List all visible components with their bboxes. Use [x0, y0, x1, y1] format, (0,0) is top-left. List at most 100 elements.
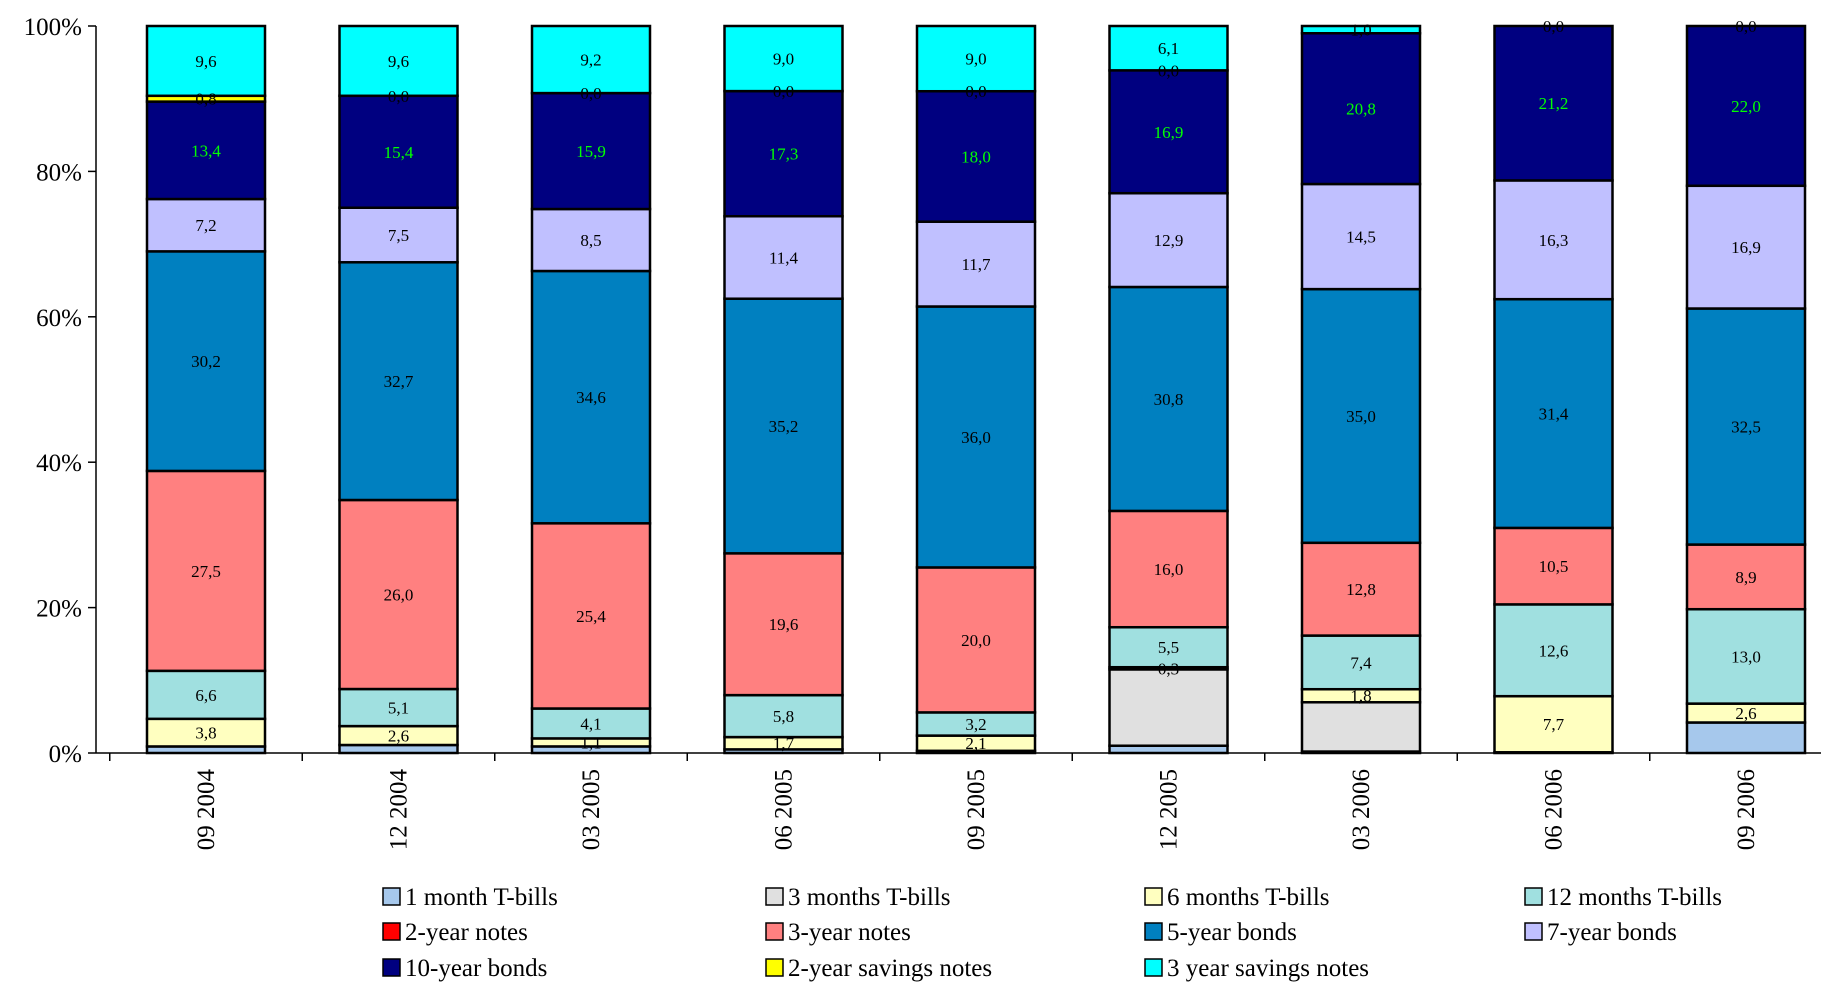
- data-label-7-year-bonds-12-2005: 12,9: [1154, 231, 1184, 250]
- data-label-5-year-bonds-03-2006: 35,0: [1346, 407, 1376, 426]
- legend-item-2-year-notes: 2-year notes: [382, 919, 528, 946]
- legend-item-7-year-bonds: 7-year bonds: [1524, 919, 1677, 946]
- data-label-12-months-t-bills-03-2005: 4,1: [580, 714, 601, 733]
- data-label-2-year-savings-notes-09-2004: 0,8: [195, 90, 216, 109]
- data-label-7-year-bonds-03-2006: 14,5: [1346, 228, 1376, 247]
- legend-label-2-year-savings-notes: 2-year savings notes: [788, 955, 992, 982]
- bar-segment-10-year-bonds-06-2006: [1493, 24, 1614, 182]
- data-label-10-year-bonds-09-2005: 18,0: [961, 147, 991, 166]
- bar-segment-3-year-savings-notes-09-2004: [145, 24, 267, 98]
- legend-swatch-1-month-t-bills: [382, 887, 401, 906]
- data-label-7-year-bonds-06-2006: 16,3: [1539, 231, 1569, 250]
- data-label-5-year-bonds-06-2006: 31,4: [1539, 405, 1569, 424]
- data-label-12-months-t-bills-12-2005: 5,5: [1158, 638, 1179, 657]
- bar-segment-7-year-bonds-06-2006: [1493, 179, 1614, 301]
- bar-segment-10-year-bonds-12-2004: [338, 94, 459, 209]
- bar-segment-5-year-bonds-09-2005: [915, 305, 1037, 569]
- data-label-3-year-notes-06-2006: 10,5: [1539, 557, 1569, 576]
- data-label-3-year-savings-notes-06-2006: 0,0: [1543, 17, 1564, 36]
- bar-segment-7-year-bonds-09-2006: [1685, 184, 1807, 310]
- data-label-6-months-t-bills-03-2006: 1,8: [1350, 687, 1371, 706]
- x-tick-label-12-2005: 12 2005: [1156, 769, 1183, 850]
- data-label-3-year-notes-06-2005: 19,6: [769, 615, 799, 634]
- data-label-7-year-bonds-09-2006: 16,9: [1731, 238, 1761, 257]
- data-label-3-year-notes-12-2005: 16,0: [1154, 560, 1184, 579]
- bar-segment-5-year-bonds-12-2005: [1108, 285, 1229, 513]
- bar-segment-10-year-bonds-09-2006: [1685, 24, 1807, 188]
- axes: 09 2004 12 2004 03 2005 06 2005 09 2005 12 20…: [24, 14, 1821, 850]
- legend-swatch-3-months-t-bills: [765, 887, 784, 906]
- legend-swatch-5-year-bonds: [1144, 922, 1163, 941]
- legend-label-6-months-t-bills: 6 months T-bills: [1167, 884, 1330, 911]
- bar-segment-10-year-bonds-09-2005: [915, 89, 1037, 223]
- data-label-3-year-savings-notes-12-2004: 9,6: [388, 52, 409, 71]
- data-label-10-year-bonds-09-2006: 22,0: [1731, 97, 1761, 116]
- plot-area: 3,8 6,6 27,5 30,2 7,2 13,4 0,8 9,6 2,6 5,1 26,0 32,…: [145, 17, 1807, 755]
- bar-segment-10-year-bonds-09-2004: [145, 100, 267, 201]
- bar-segment-3-year-savings-notes-12-2004: [338, 24, 459, 98]
- bar-segment-3-year-savings-notes-03-2006: [1300, 24, 1422, 35]
- legend-label-10-year-bonds: 10-year bonds: [405, 955, 547, 982]
- x-tick-label-03-2006: 03 2006: [1348, 769, 1375, 850]
- data-label-12-months-t-bills-09-2005: 3,2: [965, 715, 986, 734]
- data-label-5-year-bonds-09-2006: 32,5: [1731, 418, 1761, 437]
- y-tick-label-100: 100%: [24, 14, 82, 41]
- bar-segment-1-month-t-bills-09-2006: [1685, 721, 1807, 755]
- data-label-7-year-bonds-09-2005: 11,7: [961, 255, 991, 274]
- bar-segment-12-months-t-bills-12-2004: [338, 687, 459, 728]
- data-label-10-year-bonds-03-2005: 15,9: [576, 142, 606, 161]
- legend-item-5-year-bonds: 5-year bonds: [1144, 919, 1297, 946]
- bar-segment-7-year-bonds-12-2005: [1108, 191, 1229, 289]
- data-label-2-year-savings-notes-09-2005: 0,0: [965, 82, 986, 101]
- legend-swatch-7-year-bonds: [1524, 922, 1543, 941]
- data-label-5-year-bonds-06-2005: 35,2: [769, 417, 799, 436]
- legend-swatch-6-months-t-bills: [1144, 887, 1163, 906]
- data-label-12-months-t-bills-09-2006: 13,0: [1731, 647, 1761, 666]
- legend-item-2-year-savings-notes: 2-year savings notes: [765, 955, 992, 982]
- bar-segment-3-year-savings-notes-03-2005: [530, 24, 652, 95]
- bar-segment-3-year-savings-notes-09-2005: [915, 24, 1037, 93]
- data-label-6-months-t-bills-06-2006: 7,7: [1543, 715, 1565, 734]
- data-label-10-year-bonds-12-2004: 15,4: [384, 143, 414, 162]
- bar-segment-3-months-t-bills-03-2006: [1300, 701, 1422, 753]
- data-label-10-year-bonds-06-2005: 17,3: [769, 145, 799, 164]
- legend-label-1-month-t-bills: 1 month T-bills: [405, 884, 558, 911]
- data-label-2-year-savings-notes-12-2005: 0,0: [1158, 61, 1179, 80]
- data-label-3-year-savings-notes-09-2006: 0,0: [1735, 17, 1756, 36]
- x-tick-label-09-2004: 09 2004: [193, 769, 220, 851]
- legend-item-1-month-t-bills: 1 month T-bills: [382, 884, 558, 911]
- legend-label-3-months-t-bills: 3 months T-bills: [788, 884, 951, 911]
- legend-item-12-months-t-bills: 12 months T-bills: [1524, 884, 1722, 911]
- data-label-10-year-bonds-03-2006: 20,8: [1346, 100, 1376, 119]
- bar-segment-5-year-bonds-09-2004: [145, 250, 267, 473]
- data-label-6-months-t-bills-12-2005: 0,3: [1158, 659, 1179, 678]
- data-label-3-year-notes-12-2004: 26,0: [384, 586, 414, 605]
- data-label-6-months-t-bills-09-2004: 3,8: [195, 724, 216, 743]
- data-label-2-year-savings-notes-12-2004: 0,0: [388, 87, 409, 106]
- bar-segment-3-year-notes-09-2004: [145, 469, 267, 673]
- data-label-3-year-notes-09-2005: 20,0: [961, 631, 991, 650]
- data-label-6-months-t-bills-03-2005: 1,1: [580, 733, 601, 752]
- data-label-3-year-savings-notes-03-2005: 9,2: [580, 51, 601, 70]
- data-label-10-year-bonds-12-2005: 16,9: [1154, 123, 1184, 142]
- data-label-12-months-t-bills-09-2004: 6,6: [195, 686, 216, 705]
- data-label-6-months-t-bills-12-2004: 2,6: [388, 727, 409, 746]
- bar-segment-10-year-bonds-12-2005: [1108, 69, 1229, 195]
- legend-item-6-months-t-bills: 6 months T-bills: [1144, 884, 1330, 911]
- bar-segment-3-year-savings-notes-06-2005: [723, 24, 844, 93]
- legend-label-2-year-notes: 2-year notes: [405, 919, 528, 946]
- data-label-3-year-savings-notes-03-2006: 1,0: [1350, 21, 1371, 40]
- legend-label-7-year-bonds: 7-year bonds: [1547, 919, 1677, 946]
- x-tick-label-06-2005: 06 2005: [771, 769, 798, 850]
- bar-segment-12-months-t-bills-06-2006: [1493, 603, 1614, 698]
- bar-segment-7-year-bonds-12-2004: [338, 206, 459, 264]
- data-label-5-year-bonds-12-2005: 30,8: [1154, 390, 1184, 409]
- y-tick-label-20: 20%: [36, 596, 82, 623]
- x-tick-label-03-2005: 03 2005: [578, 769, 605, 850]
- x-tick-label-06-2006: 06 2006: [1541, 769, 1568, 850]
- legend-swatch-3-year-notes: [765, 922, 784, 941]
- bar-segment-3-year-notes-06-2006: [1493, 526, 1614, 606]
- data-label-3-year-savings-notes-09-2004: 9,6: [195, 52, 216, 71]
- legend-label-3-year-savings-notes: 3 year savings notes: [1167, 955, 1369, 982]
- bar-segment-12-months-t-bills-03-2006: [1300, 634, 1422, 691]
